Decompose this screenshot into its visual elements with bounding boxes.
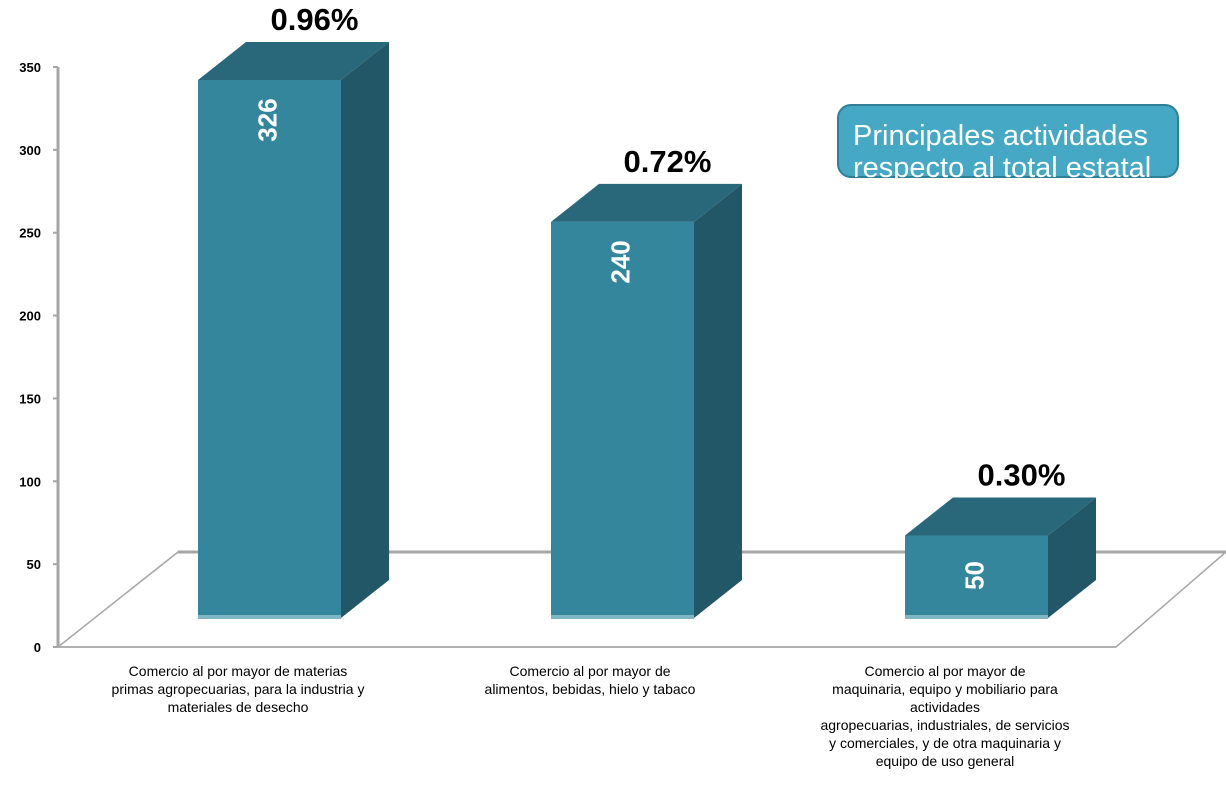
bar-top <box>551 183 742 222</box>
category-label-line: materiales de desecho <box>167 699 309 715</box>
y-tick-label: 100 <box>19 474 41 489</box>
y-tick-label: 250 <box>19 226 41 241</box>
category-label-line: y comerciales, y de otra maquinaria y <box>829 735 1061 751</box>
category-label-line: actividades <box>909 699 981 715</box>
category-label-line: Comercio al por mayor de <box>509 663 671 679</box>
bar-value-label: 50 <box>959 561 989 590</box>
y-tick-label: 50 <box>27 557 41 572</box>
category-label-line: agropecuarias, industriales, de servicio… <box>820 717 1070 733</box>
category-label-line: primas agropecuarias, para la industria … <box>111 681 365 697</box>
bar-top <box>198 42 389 80</box>
bar-base <box>198 615 341 619</box>
callout-line-1: Principales actividades <box>853 120 1148 152</box>
category-label-line: Comercio al por mayor de <box>864 663 1026 679</box>
bar-base <box>551 615 694 619</box>
bar-side <box>1048 497 1096 618</box>
category-label: Comercio al por mayor de alimentos, bebid… <box>445 662 735 698</box>
callout-box: Principales actividades respecto al tota… <box>837 104 1179 184</box>
category-label: Comercio al por mayor de materias primas … <box>68 662 408 716</box>
category-label-line: maquinaria, equipo y mobiliario para <box>832 681 1058 697</box>
bar-value-label: 240 <box>605 240 635 283</box>
y-tick-label: 0 <box>34 640 41 655</box>
y-tick-label: 350 <box>19 60 41 75</box>
bar-side <box>341 42 389 618</box>
bar-top <box>905 497 1096 536</box>
category-label-line: equipo de uso general <box>875 753 1015 769</box>
bar-side <box>694 183 742 618</box>
callout-line-2: respecto al total estatal <box>853 152 1152 184</box>
bar-percent-label: 0.72% <box>624 144 712 179</box>
y-tick-label: 200 <box>19 309 41 324</box>
category-label: Comercio al por mayor de maquinaria, equi… <box>775 662 1115 770</box>
bar-value-label: 326 <box>252 98 282 141</box>
bar-percent-label: 0.96% <box>271 2 359 37</box>
category-label-line: alimentos, bebidas, hielo y tabaco <box>484 681 696 697</box>
bar-percent-label: 0.30% <box>978 457 1066 492</box>
y-tick-label: 150 <box>19 391 41 406</box>
y-tick-label: 300 <box>19 143 41 158</box>
bar <box>198 80 341 618</box>
bar-base <box>905 615 1048 619</box>
bar <box>905 535 1048 618</box>
bar <box>551 221 694 618</box>
category-label-line: Comercio al por mayor de materias <box>128 663 348 679</box>
